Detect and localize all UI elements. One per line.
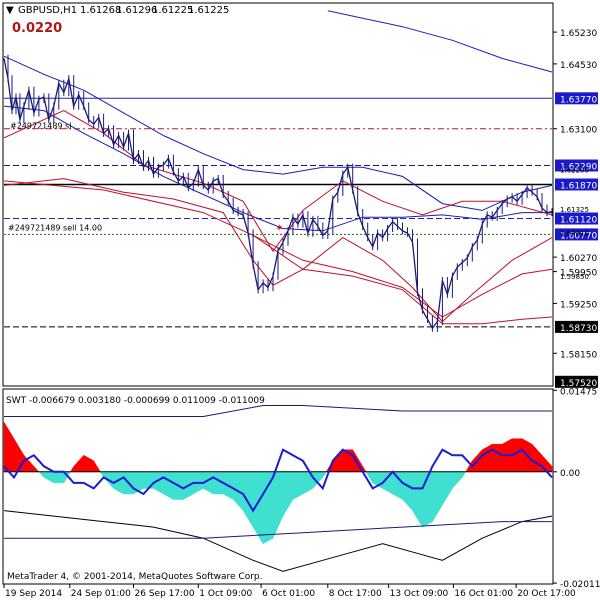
price-label-box xyxy=(555,228,598,241)
ohlc-close: 1.61225 xyxy=(188,5,229,16)
time-axis-label: 16 Oct 01:00 xyxy=(454,589,513,599)
order-annotation-sell: #249721489 sell 14.00 xyxy=(8,223,102,232)
price-tick-label-small: 1.61325 xyxy=(560,206,589,214)
price-label-box xyxy=(555,212,598,225)
ohlc-open: 1.61268 xyxy=(80,5,121,16)
time-axis-label: 19 Sep 2014 xyxy=(5,589,62,599)
swt-upper-envelope-line xyxy=(4,405,552,417)
swt-lower-envelope-line xyxy=(3,510,553,572)
price-label-highlight: 1.61870 xyxy=(560,182,597,192)
red-ma-line xyxy=(3,180,553,318)
time-axis-label: 20 Oct 17:00 xyxy=(517,589,576,599)
swt-baseline-lower-line xyxy=(4,521,552,539)
swt-area-segment xyxy=(422,471,433,528)
price-line xyxy=(3,58,553,330)
copyright-text: MetaTrader 4, © 2001-2014, MetaQuotes So… xyxy=(7,572,263,582)
indicator-header: SWT -0.006679 0.003180 -0.000699 0.01100… xyxy=(6,396,265,406)
upper-blue-band-line xyxy=(3,55,553,211)
lower-blue-band-line xyxy=(3,105,552,232)
price-label-highlight: 1.57520 xyxy=(560,379,597,389)
price-tick-label: 1.64530 xyxy=(560,61,597,71)
price-label-highlight: 1.63770 xyxy=(560,95,597,105)
price-tick-label: 1.59250 xyxy=(560,300,597,310)
price-tick-label-small: 1.59850 xyxy=(560,273,589,281)
price-label-box xyxy=(555,320,598,333)
main-price-layer: #249721489 sl #249721489 sell 14.00 ✶ xyxy=(3,10,553,332)
trade-arrow-icon: ✶ xyxy=(275,223,283,234)
time-axis-label: 24 Sep 01:00 xyxy=(71,589,131,599)
spread-value: 0.0220 xyxy=(12,21,62,36)
price-tick-label-small: 1.60810 xyxy=(560,230,589,238)
time-axis-label: 6 Oct 01:00 xyxy=(262,589,315,599)
price-label-highlight: 1.61120 xyxy=(560,216,597,226)
order-annotation-sl: #249721489 sl xyxy=(10,122,71,131)
axis-layer: 1.65230 1.64530 1.63770 1.63100 1.62290 1.618… xyxy=(3,29,600,599)
price-tick-label: 1.65230 xyxy=(560,29,597,39)
time-axis-label: 13 Oct 09:00 xyxy=(390,589,449,599)
swt-area-segment xyxy=(262,471,274,545)
price-label-highlight: 1.58730 xyxy=(560,324,597,334)
time-axis-label: 26 Sep 17:00 xyxy=(135,589,195,599)
price-tick-label: 1.60270 xyxy=(560,254,597,264)
main-pane-frame xyxy=(2,2,554,387)
price-label-box xyxy=(555,159,598,172)
price-label-box xyxy=(555,92,598,105)
price-label-box xyxy=(555,375,598,388)
slow-ma-line xyxy=(327,10,553,73)
price-tick-label: 1.59950 xyxy=(560,269,597,279)
price-label-box xyxy=(555,178,598,191)
ohlc-low: 1.61225 xyxy=(152,5,193,16)
swt-signal-line xyxy=(3,448,553,513)
indicator-axis-label: 0.00 xyxy=(560,469,580,479)
collapse-triangle-icon[interactable]: ▼ xyxy=(6,5,14,16)
price-tick-label-small: 1.62200 xyxy=(560,167,589,175)
time-axis-label: 8 Oct 17:00 xyxy=(329,589,382,599)
price-label-highlight: 1.62290 xyxy=(560,163,597,173)
indicator-layer xyxy=(3,405,553,572)
ohlc-high: 1.61296 xyxy=(116,5,157,16)
symbol-header: GBPUSD,H1 xyxy=(18,5,77,16)
swt-area-segment xyxy=(53,471,65,484)
price-tick-label: 1.58150 xyxy=(560,350,597,360)
indicator-pane-frame xyxy=(2,388,554,585)
indicator-axis-label: 0.01475 xyxy=(560,387,597,397)
time-axis-label: 1 Oct 09:00 xyxy=(199,589,252,599)
indicator-axis-label: -0.020115 xyxy=(560,580,600,590)
price-tick-label: 1.63100 xyxy=(560,126,597,136)
swt-area-segment xyxy=(491,443,503,473)
price-label-highlight: 1.60770 xyxy=(560,231,597,241)
